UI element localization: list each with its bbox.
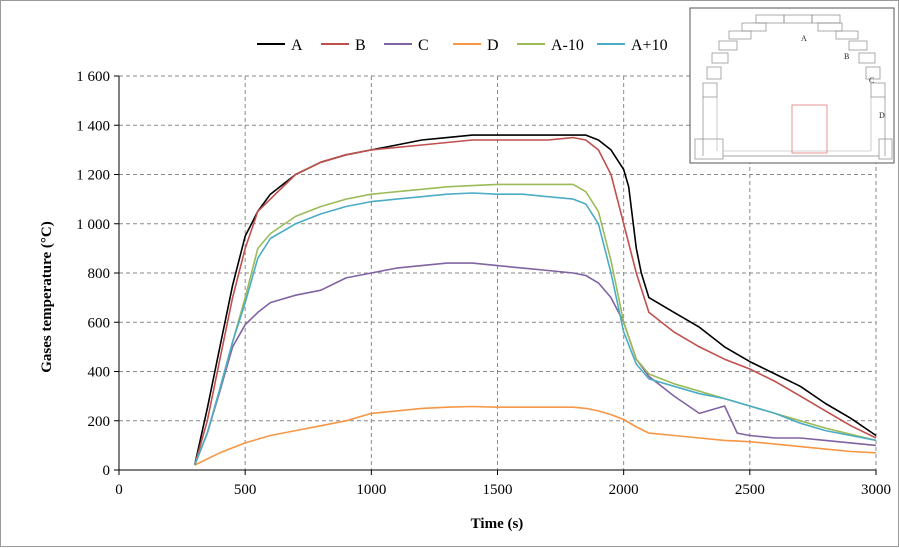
legend-label: A <box>291 37 303 54</box>
inset-block <box>817 22 843 32</box>
y-tick-label: 1 600 <box>76 69 110 85</box>
x-tick-labels: 0 500 1000 1500 2000 2500 3000 <box>115 482 891 498</box>
x-tick-label: 1000 <box>356 482 386 498</box>
y-axis-title: Gases temperature (°C) <box>39 221 55 373</box>
legend-label: C <box>418 37 429 54</box>
inset-label: B <box>844 52 849 61</box>
axes <box>114 75 877 475</box>
x-tick-label: 0 <box>115 482 123 498</box>
y-tick-labels: 0 200 400 600 800 1 000 1 200 1 400 1 600 <box>76 69 110 479</box>
legend: A B C D A-10 A+10 <box>257 37 668 54</box>
y-tick-label: 1 000 <box>76 217 110 233</box>
y-tick-label: 1 400 <box>76 118 110 134</box>
legend-label: A-10 <box>551 37 584 54</box>
inset-block <box>848 40 868 51</box>
x-tick-label: 2500 <box>735 482 765 498</box>
series-line-b <box>193 136 877 466</box>
y-tick-label: 800 <box>88 266 111 282</box>
inset-block <box>865 66 881 80</box>
inset-inner-wall <box>716 97 872 152</box>
inset-label: A <box>801 34 807 43</box>
inset-label: D <box>879 111 885 120</box>
inset-block <box>702 82 718 98</box>
series-line-c <box>193 262 877 466</box>
y-tick-label: 600 <box>88 315 111 331</box>
series-group <box>193 134 877 466</box>
gridlines <box>119 75 877 470</box>
y-tick-label: 1 200 <box>76 168 110 184</box>
x-tick-label: 2000 <box>609 482 639 498</box>
inset-block <box>706 66 722 80</box>
inset-block <box>858 52 876 64</box>
inset-label: C <box>869 76 874 85</box>
legend-label: D <box>487 37 499 54</box>
legend-label: A+10 <box>631 37 668 54</box>
inset-block <box>835 30 859 40</box>
series-line-a <box>193 134 877 466</box>
inset-block <box>870 82 886 98</box>
y-tick-label: 200 <box>88 414 111 430</box>
inset-block <box>711 52 729 64</box>
inset-diagram: A B C D <box>689 7 895 164</box>
series-line-a-10 <box>193 183 877 466</box>
legend-label: B <box>355 37 366 54</box>
inset-block <box>718 40 738 51</box>
series-line-d <box>194 405 877 466</box>
y-tick-label: 400 <box>88 365 111 381</box>
inset-block <box>741 22 767 32</box>
inset-block <box>878 138 893 160</box>
inset-wall <box>702 97 886 157</box>
inset-block <box>728 30 752 40</box>
y-tick-label: 0 <box>103 463 111 479</box>
series-line-a-10 <box>193 192 877 466</box>
x-tick-label: 1500 <box>483 482 513 498</box>
x-tick-label: 3000 <box>861 482 891 498</box>
x-tick-label: 500 <box>234 482 257 498</box>
x-axis-title: Time (s) <box>471 516 524 532</box>
inset-fire-area <box>791 104 828 154</box>
inset-block <box>694 138 724 160</box>
